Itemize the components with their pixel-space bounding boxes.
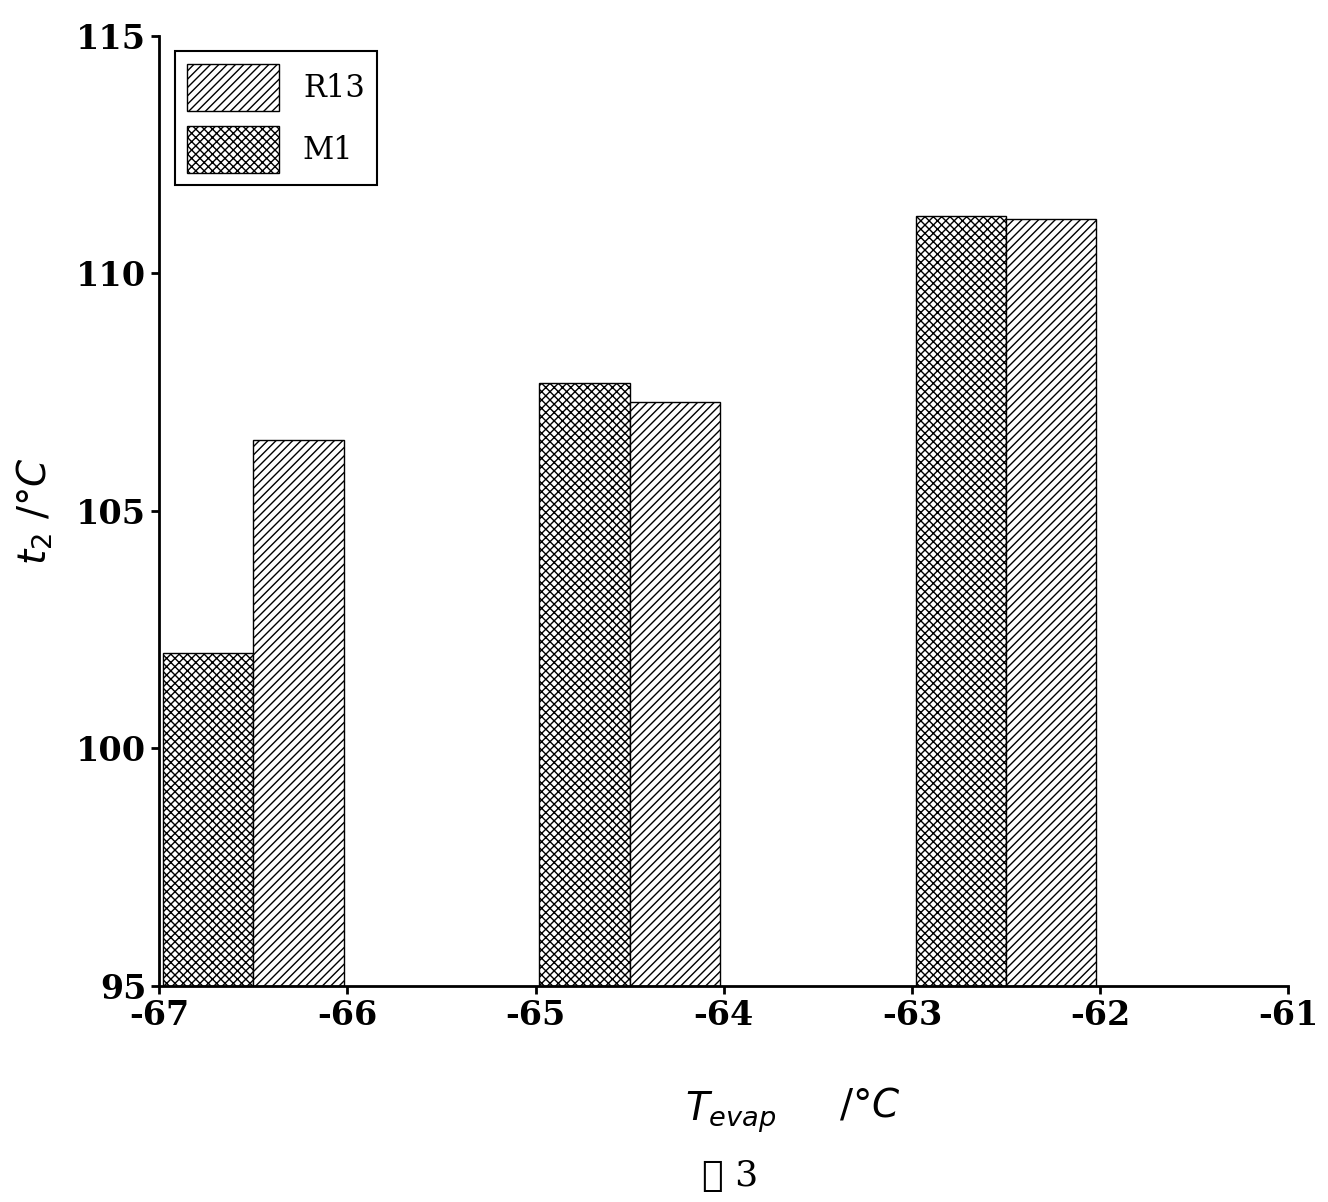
Legend: R13, M1: R13, M1 xyxy=(175,52,377,185)
Text: $T_{evap}$: $T_{evap}$ xyxy=(685,1089,776,1135)
Bar xyxy=(539,382,629,986)
Text: $/°C$: $/°C$ xyxy=(839,1088,900,1124)
Y-axis label: $t_2\ /°C$: $t_2\ /°C$ xyxy=(15,457,56,565)
Bar xyxy=(629,401,720,986)
Bar xyxy=(915,216,1005,986)
Bar xyxy=(1007,219,1097,986)
Bar xyxy=(254,440,344,986)
Text: 图 3: 图 3 xyxy=(703,1159,758,1192)
Bar xyxy=(163,654,254,986)
